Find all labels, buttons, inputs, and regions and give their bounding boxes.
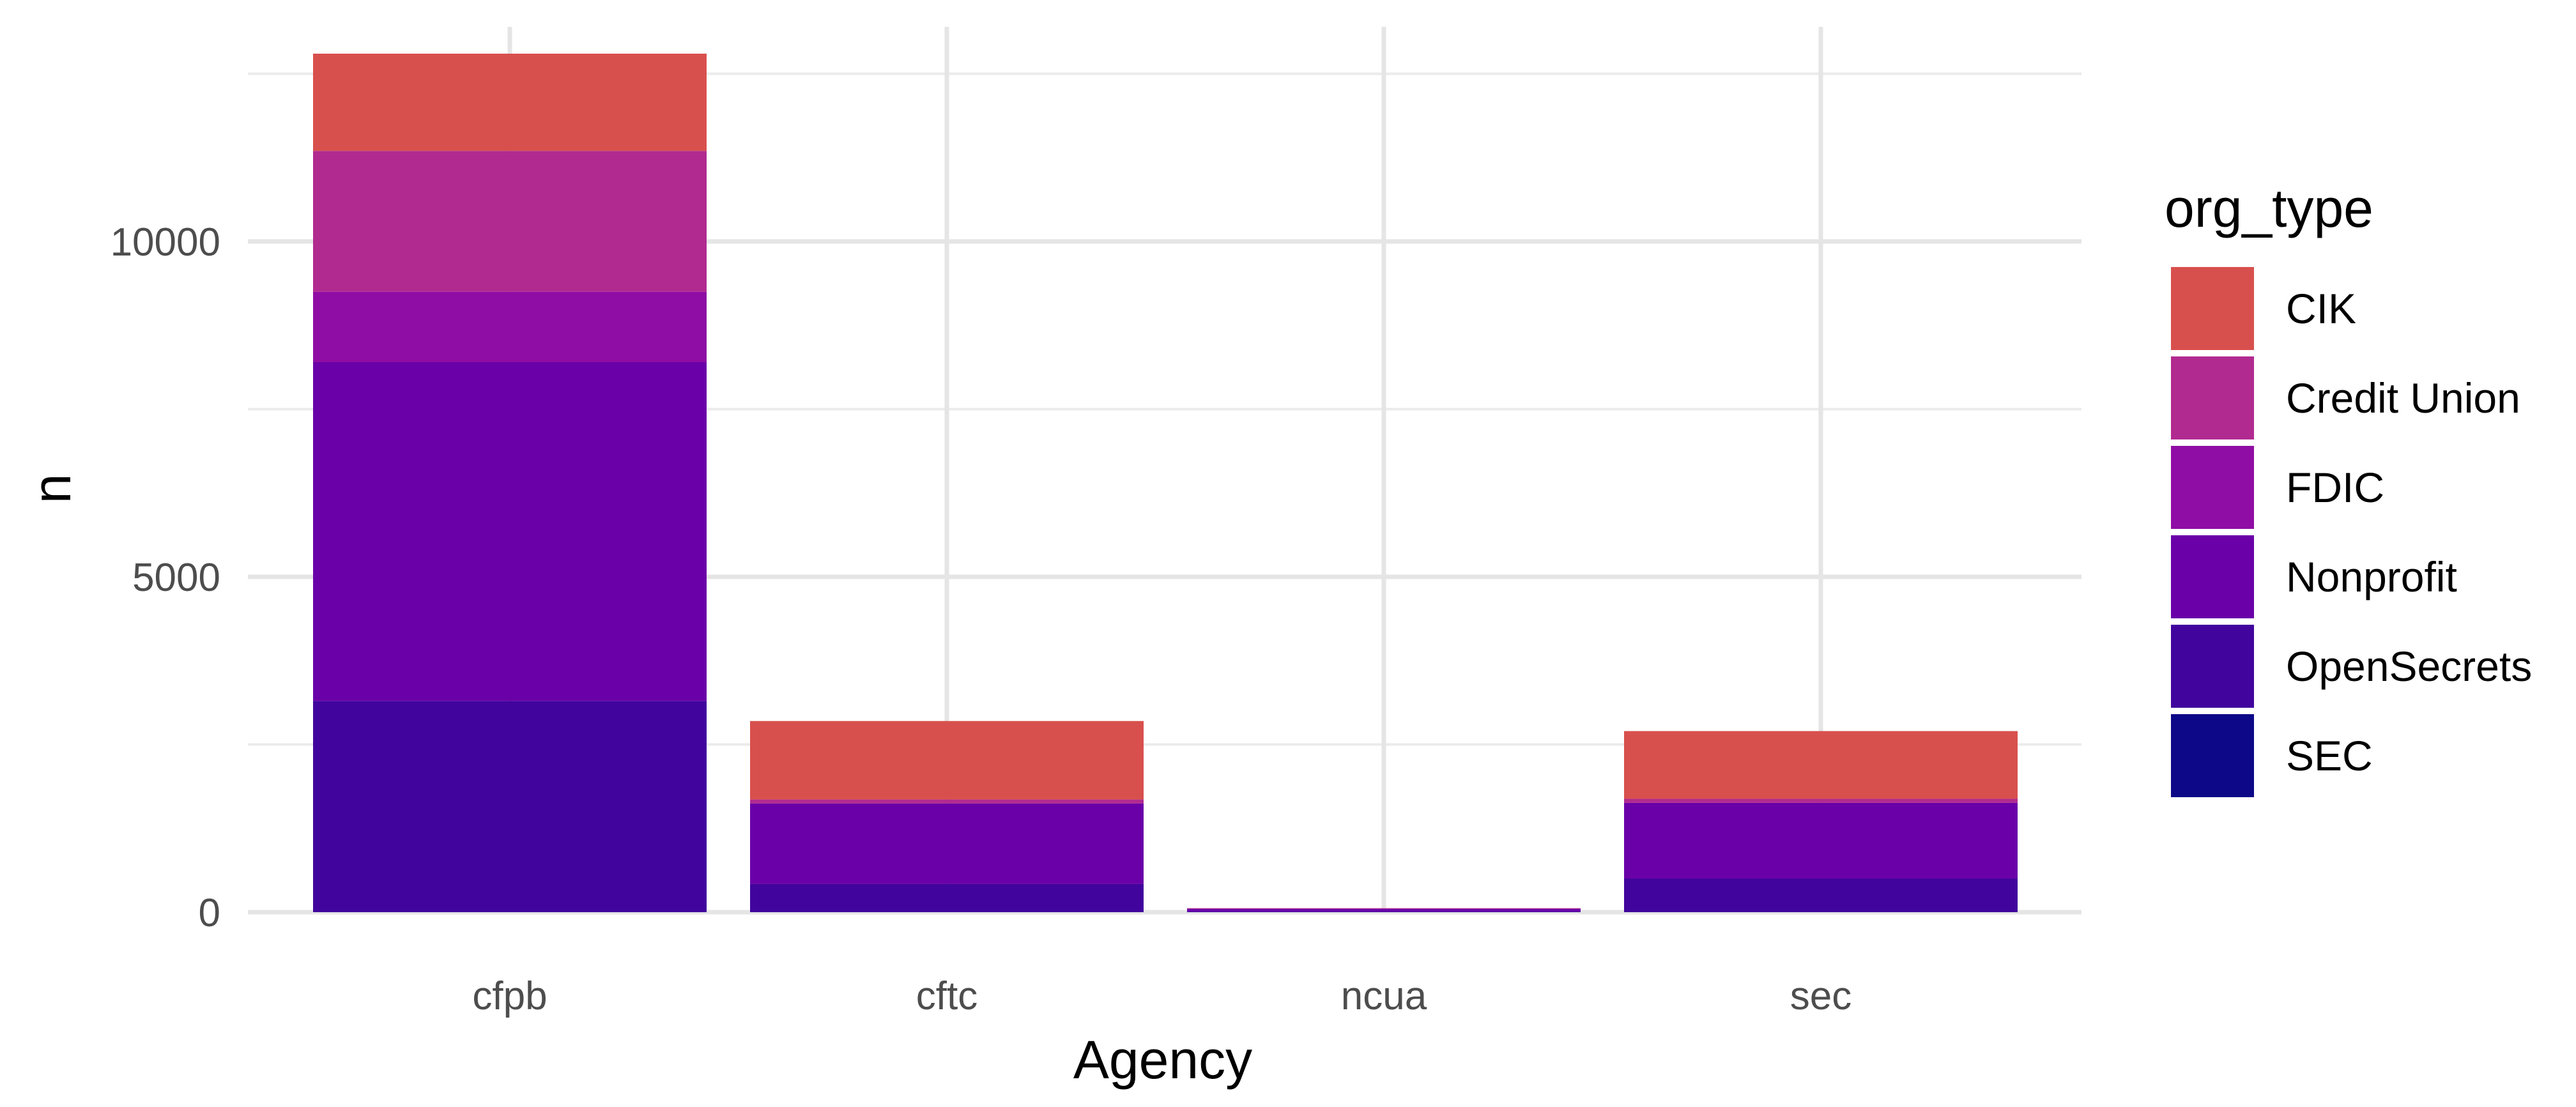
legend: org_type CIK Credit Union FDIC Nonprofit Ope… (2165, 178, 2532, 797)
legend-label: CIK (2286, 285, 2356, 332)
legend-label: SEC (2286, 732, 2373, 779)
x-tick-label: ncua (1341, 974, 1427, 1018)
bars-layer (313, 54, 2018, 912)
bar-segment (1624, 802, 2018, 879)
bar-segment (1624, 731, 2018, 799)
y-axis-title: n (22, 474, 82, 504)
legend-key (2171, 714, 2254, 797)
legend-key (2171, 625, 2254, 708)
bar-segment (313, 151, 707, 292)
axes-layer: Agency n 0 5000 10000 cfpb cftc ncua sec (22, 220, 1851, 1090)
bar-segment (1187, 908, 1581, 909)
legend-key (2171, 446, 2254, 529)
y-tick-label: 10000 (111, 220, 220, 264)
legend-label: Credit Union (2286, 374, 2520, 422)
x-axis-title: Agency (1073, 1030, 1252, 1090)
bar-segment (750, 799, 1144, 804)
x-tick-label: sec (1790, 974, 1851, 1018)
bar-segment (313, 54, 707, 151)
x-tick-label: cfpb (472, 974, 547, 1018)
legend-label: FDIC (2286, 464, 2384, 511)
bar-segment (313, 701, 707, 912)
legend-title: org_type (2165, 178, 2373, 238)
legend-label: OpenSecrets (2286, 643, 2532, 690)
legend-key (2171, 356, 2254, 439)
bar-segment (750, 883, 1144, 912)
bar-segment (1187, 908, 1581, 912)
bar-segment (313, 291, 707, 362)
bar-segment (1624, 878, 2018, 912)
bar-segment (1624, 798, 2018, 803)
bar-segment (750, 803, 1144, 884)
y-tick-label: 0 (199, 891, 220, 935)
legend-key (2171, 267, 2254, 350)
x-tick-label: cftc (916, 974, 977, 1018)
legend-key (2171, 535, 2254, 618)
y-tick-label: 5000 (132, 556, 220, 600)
bar-segment (313, 362, 707, 701)
legend-label: Nonprofit (2286, 553, 2457, 600)
bar-segment (750, 721, 1144, 800)
